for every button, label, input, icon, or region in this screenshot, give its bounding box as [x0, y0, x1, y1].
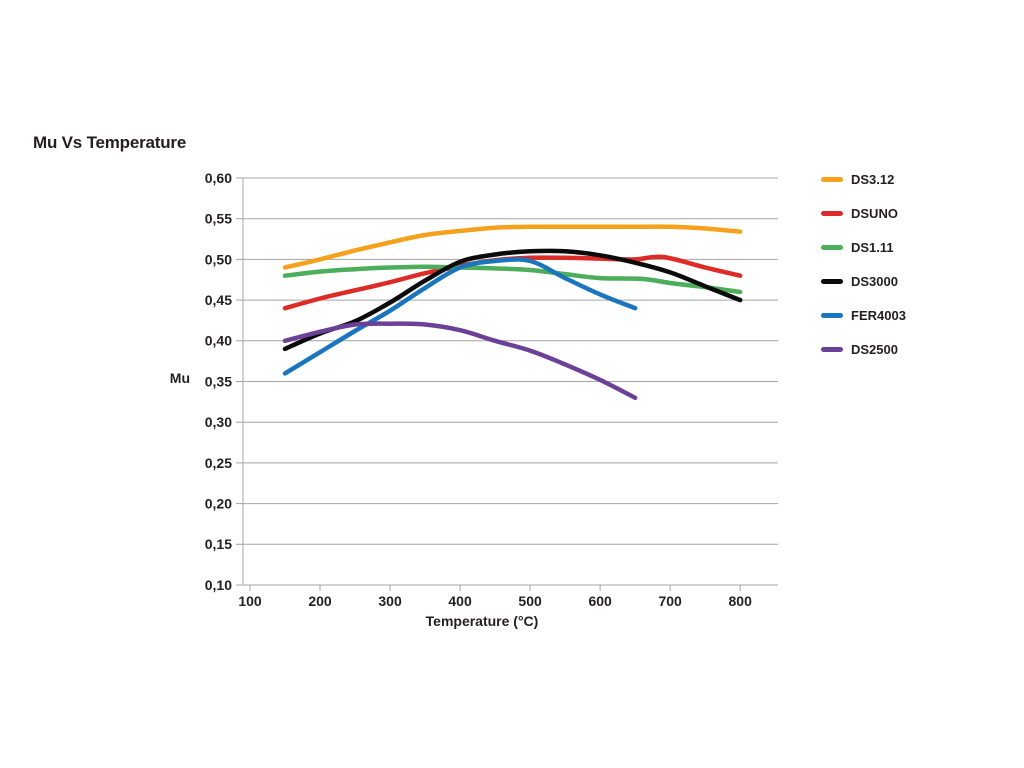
legend-label: DSUNO — [851, 206, 898, 221]
y-axis-label: Mu — [169, 370, 190, 386]
y-tick-label: 0,35 — [205, 373, 232, 389]
legend-item: DS2500 — [821, 342, 906, 357]
legend-item: DS1.11 — [821, 240, 906, 255]
x-tick-label: 100 — [238, 593, 262, 609]
legend-item: DS3000 — [821, 274, 906, 289]
x-axis-label: Temperature (°C) — [425, 613, 539, 629]
x-tick-label: 700 — [658, 593, 682, 609]
legend-label: DS3000 — [851, 274, 898, 289]
x-tick-label: 300 — [378, 593, 402, 609]
y-tick-label: 0,15 — [205, 536, 232, 552]
x-tick-label: 200 — [308, 593, 332, 609]
x-tick-label: 800 — [729, 593, 753, 609]
legend-swatch-icon — [821, 347, 843, 352]
legend-label: DS1.11 — [851, 240, 894, 255]
legend-label: DS2500 — [851, 342, 898, 357]
series-line-ds312 — [282, 224, 743, 270]
legend-label: FER4003 — [851, 308, 906, 323]
chart-title: Mu Vs Temperature — [33, 133, 187, 152]
y-tick-label: 0,60 — [205, 170, 232, 186]
legend-swatch-icon — [821, 245, 843, 250]
legend-item: DS3.12 — [821, 172, 906, 187]
series-line-ds111 — [282, 264, 743, 295]
chart-legend: DS3.12 DSUNO DS1.11 DS3000 FER4003 DS2500 — [821, 172, 906, 357]
y-tick-label: 0,55 — [205, 211, 232, 227]
series-line-fer4003 — [282, 257, 638, 376]
legend-swatch-icon — [821, 313, 843, 318]
legend-label: DS3.12 — [851, 172, 895, 187]
y-tick-label: 0,40 — [205, 333, 232, 349]
x-tick-label: 500 — [518, 593, 542, 609]
y-tick-label: 0,30 — [205, 414, 232, 430]
legend-swatch-icon — [821, 211, 843, 216]
series-line-ds2500 — [282, 321, 638, 401]
legend-swatch-icon — [821, 177, 843, 182]
x-tick-label: 400 — [448, 593, 472, 609]
y-tick-label: 0,50 — [205, 251, 232, 267]
y-tick-label: 0,20 — [205, 496, 232, 512]
legend-item: DSUNO — [821, 206, 906, 221]
legend-item: FER4003 — [821, 308, 906, 323]
y-tick-label: 0,45 — [205, 292, 232, 308]
series-line-ds3000 — [282, 248, 743, 352]
y-tick-label: 0,10 — [205, 577, 232, 593]
y-tick-label: 0,25 — [205, 455, 232, 471]
legend-swatch-icon — [821, 279, 843, 284]
x-tick-label: 600 — [588, 593, 612, 609]
